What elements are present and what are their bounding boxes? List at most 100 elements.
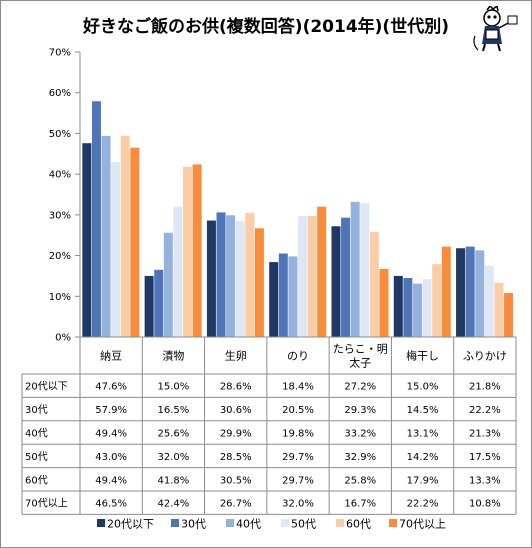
row-label: 70代以上 <box>25 498 68 510</box>
bar <box>288 256 298 337</box>
bar <box>101 135 111 337</box>
data-label: 43.0% <box>95 452 127 463</box>
bar <box>91 101 101 337</box>
bar <box>465 246 475 337</box>
data-label: 13.1% <box>407 429 439 440</box>
category-label: 漬物 <box>162 349 184 363</box>
bar <box>484 265 494 337</box>
data-label: 20.5% <box>282 405 314 416</box>
data-label: 21.8% <box>469 382 501 393</box>
data-label: 27.2% <box>344 382 376 393</box>
row-label: 20代以下 <box>25 381 68 393</box>
y-tick-label: 40% <box>49 170 71 181</box>
data-label: 28.6% <box>220 382 252 393</box>
y-tick-label: 70% <box>49 48 71 59</box>
legend-label: 60代 <box>346 518 371 531</box>
bar <box>475 250 485 337</box>
data-label: 14.2% <box>407 452 439 463</box>
bar <box>441 246 451 337</box>
bar <box>183 166 193 337</box>
bar <box>111 161 121 337</box>
data-label: 28.5% <box>220 452 252 463</box>
data-label: 32.0% <box>282 499 314 510</box>
category-label: 梅干し <box>406 349 439 363</box>
legend-swatch <box>226 519 234 527</box>
data-label: 30.6% <box>220 405 252 416</box>
legend-label: 20代以下 <box>107 518 154 531</box>
data-label: 19.8% <box>282 429 314 440</box>
bar <box>216 212 226 337</box>
legend-swatch <box>389 519 397 527</box>
data-label: 13.3% <box>469 475 501 486</box>
data-label: 57.9% <box>95 405 127 416</box>
bar <box>379 269 389 337</box>
bar <box>120 135 130 337</box>
data-label: 32.0% <box>158 452 190 463</box>
bar <box>307 216 317 337</box>
legend-swatch <box>336 519 344 527</box>
legend-label: 30代 <box>181 518 206 531</box>
bar <box>341 217 351 337</box>
bar <box>144 275 154 337</box>
data-label: 22.2% <box>407 499 439 510</box>
bar <box>494 282 504 337</box>
y-tick-label: 0% <box>55 333 71 344</box>
data-label: 15.0% <box>158 382 190 393</box>
bar <box>456 248 466 337</box>
data-label: 49.4% <box>95 475 127 486</box>
data-label: 16.7% <box>344 499 376 510</box>
bar <box>331 226 341 337</box>
bar <box>403 277 413 337</box>
data-label: 29.7% <box>282 475 314 486</box>
bar <box>82 143 92 337</box>
bar <box>360 203 370 337</box>
bar <box>192 164 202 337</box>
data-label: 33.2% <box>344 429 376 440</box>
row-label: 50代 <box>25 451 48 463</box>
category-label: たらこ・明 <box>333 343 388 356</box>
bar <box>130 147 140 337</box>
data-label: 14.5% <box>407 405 439 416</box>
category-label: 太子 <box>349 357 371 370</box>
bar <box>173 206 183 337</box>
y-tick-label: 50% <box>49 129 71 140</box>
data-label: 49.4% <box>95 429 127 440</box>
bar <box>226 215 236 337</box>
legend-label: 50代 <box>291 518 316 531</box>
data-label: 17.5% <box>469 452 501 463</box>
bar <box>317 206 327 337</box>
legend-swatch <box>281 519 289 527</box>
legend-swatch <box>171 519 179 527</box>
category-label: 納豆 <box>100 350 122 363</box>
bar <box>269 262 279 337</box>
data-label: 15.0% <box>407 382 439 393</box>
data-label: 21.3% <box>469 429 501 440</box>
bar <box>298 216 307 337</box>
data-label: 29.9% <box>220 429 252 440</box>
data-label: 32.9% <box>344 452 376 463</box>
row-label: 40代 <box>25 428 48 440</box>
bar <box>206 220 216 337</box>
bar <box>393 275 403 337</box>
data-label: 25.6% <box>158 429 190 440</box>
data-label: 17.9% <box>407 475 439 486</box>
category-label: ふりかけ <box>463 350 507 363</box>
legend-label: 70代以上 <box>399 518 446 531</box>
data-label: 10.8% <box>469 499 501 510</box>
data-label: 30.5% <box>220 475 252 486</box>
bar <box>154 269 164 337</box>
data-label: 22.2% <box>469 405 501 416</box>
y-tick-label: 60% <box>49 88 71 99</box>
bar <box>163 232 173 337</box>
data-label: 41.8% <box>158 475 190 486</box>
y-tick-label: 10% <box>49 292 71 303</box>
legend-swatch <box>97 519 105 527</box>
bar <box>235 220 245 337</box>
bar <box>504 293 514 337</box>
bar <box>245 212 255 337</box>
row-label: 30代 <box>25 404 48 416</box>
bar <box>350 201 360 337</box>
y-tick-label: 20% <box>49 251 71 262</box>
data-label: 25.8% <box>344 475 376 486</box>
